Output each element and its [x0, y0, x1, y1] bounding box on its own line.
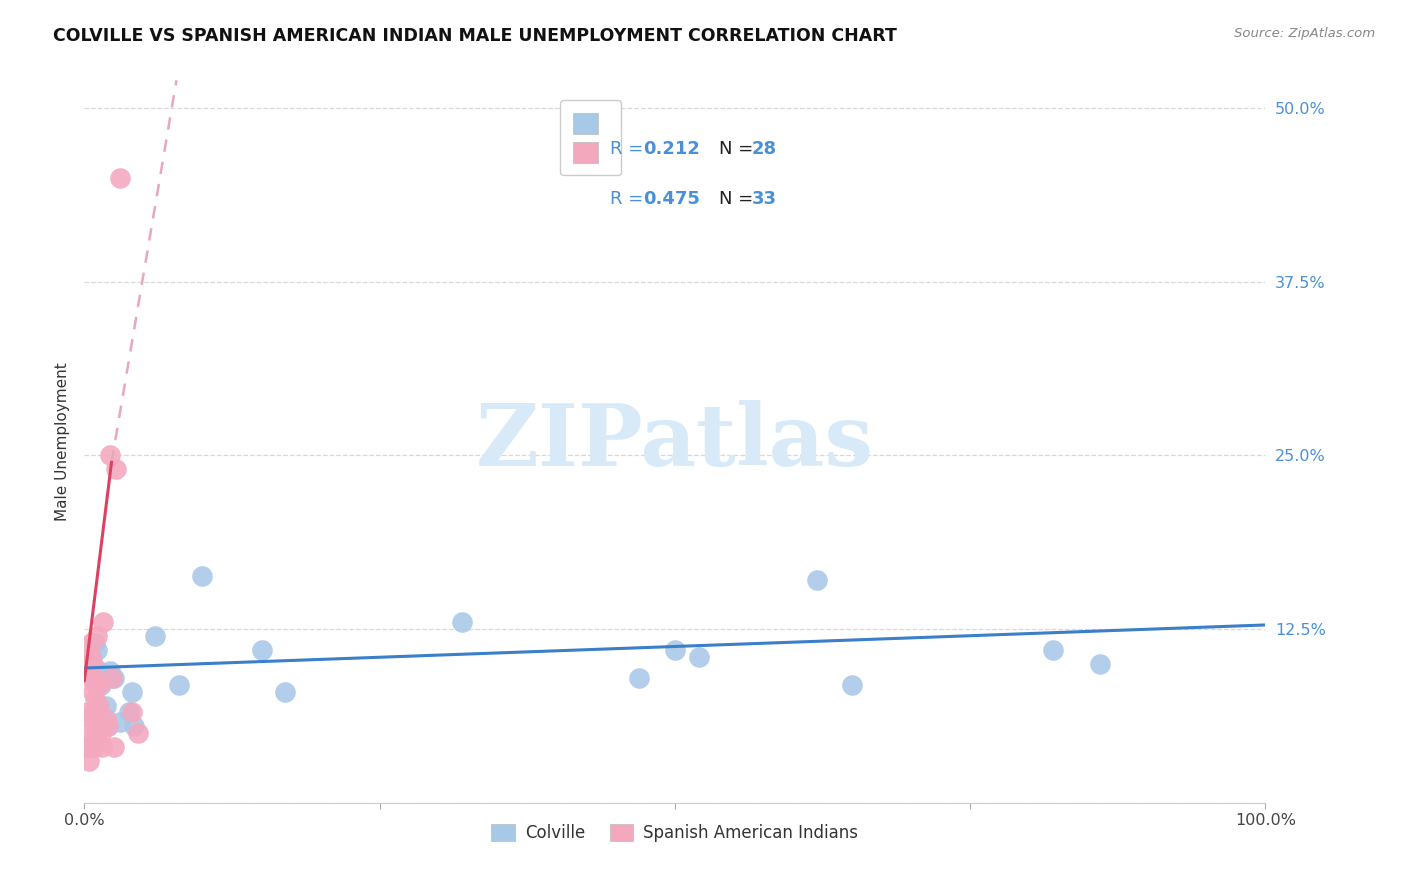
Point: [86, 629, 108, 643]
Point: [121, 706, 143, 720]
Point: [84, 636, 107, 650]
Point: [83, 706, 105, 720]
Point: [143, 629, 166, 643]
Point: [628, 671, 651, 685]
Point: [90, 726, 112, 740]
Point: [688, 649, 710, 664]
Point: [121, 684, 143, 698]
Point: [98, 664, 121, 678]
Point: [80, 649, 103, 664]
Point: [79, 657, 101, 671]
Point: [89, 719, 111, 733]
Point: [87, 678, 110, 692]
Point: [127, 726, 149, 740]
Point: [91, 671, 114, 685]
Point: [103, 671, 125, 685]
Point: [191, 569, 214, 583]
Point: [83, 671, 105, 685]
Point: [105, 462, 128, 476]
Point: [122, 719, 145, 733]
Point: [80, 636, 103, 650]
Point: [103, 740, 125, 755]
Point: [108, 170, 131, 185]
Point: [97, 719, 120, 733]
Text: R =: R =: [610, 191, 650, 209]
Point: [87, 698, 110, 713]
Point: [108, 715, 131, 730]
Point: [79, 671, 101, 685]
Point: [1088, 657, 1111, 671]
Point: [91, 615, 114, 630]
Point: [84, 726, 107, 740]
Point: [76, 726, 98, 740]
Point: [77, 706, 100, 720]
Point: [167, 678, 190, 692]
Point: [841, 678, 863, 692]
Point: [274, 684, 297, 698]
Y-axis label: Male Unemployment: Male Unemployment: [55, 362, 70, 521]
Point: [664, 643, 686, 657]
Point: [83, 740, 105, 755]
Point: [82, 684, 104, 698]
Point: [75, 740, 97, 755]
Point: [250, 643, 273, 657]
Point: [84, 678, 107, 692]
Point: [94, 713, 117, 727]
Point: [97, 719, 120, 733]
Point: [82, 713, 104, 727]
Text: R =: R =: [610, 140, 650, 158]
Point: [91, 740, 114, 755]
Legend: Colville, Spanish American Indians: Colville, Spanish American Indians: [485, 817, 865, 848]
Point: [82, 671, 104, 685]
Point: [90, 678, 112, 692]
Text: COLVILLE VS SPANISH AMERICAN INDIAN MALE UNEMPLOYMENT CORRELATION CHART: COLVILLE VS SPANISH AMERICAN INDIAN MALE…: [53, 27, 897, 45]
Text: ZIPatlas: ZIPatlas: [475, 400, 875, 483]
Text: Source: ZipAtlas.com: Source: ZipAtlas.com: [1234, 27, 1375, 40]
Point: [100, 671, 122, 685]
Point: [806, 574, 828, 588]
Point: [77, 754, 100, 768]
Point: [451, 615, 474, 630]
Point: [118, 706, 141, 720]
Point: [77, 740, 100, 755]
Point: [82, 657, 104, 671]
Point: [86, 643, 108, 657]
Text: N =: N =: [718, 140, 759, 158]
Point: [98, 449, 121, 463]
Text: 28: 28: [752, 140, 776, 158]
Point: [84, 691, 107, 706]
Point: [1042, 643, 1064, 657]
Text: N =: N =: [718, 191, 759, 209]
Text: 33: 33: [752, 191, 776, 209]
Point: [87, 664, 110, 678]
Text: 0.475: 0.475: [643, 191, 700, 209]
Text: 0.212: 0.212: [643, 140, 700, 158]
Point: [94, 698, 117, 713]
